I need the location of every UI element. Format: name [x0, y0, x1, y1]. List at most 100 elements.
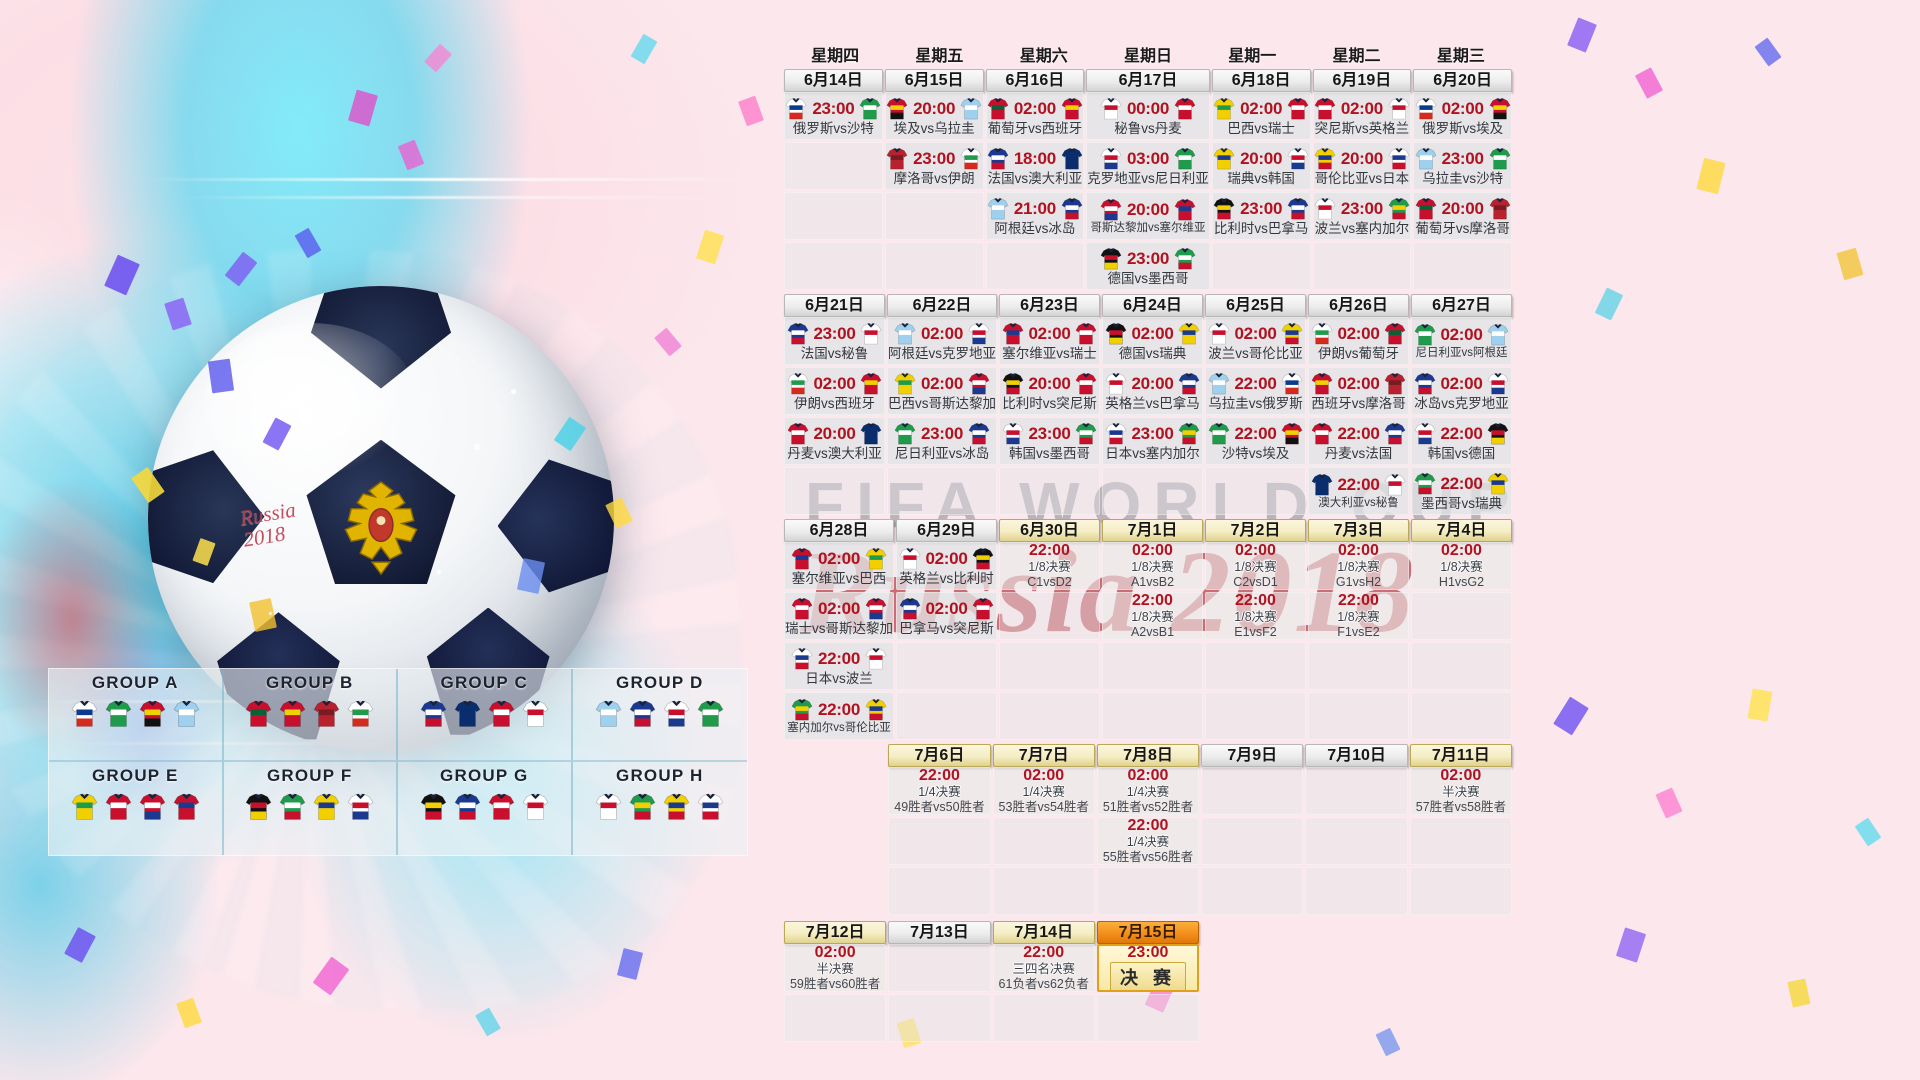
group-match-slot[interactable]: 23:00 德国vs墨西哥 — [1086, 242, 1210, 290]
calendar-day-column: 6月23日 02:00 塞尔维亚vs瑞士 20:0 — [999, 294, 1100, 517]
group-match-slot[interactable]: 20:00 埃及vs乌拉圭 — [884, 92, 984, 140]
date-header-6月27日[interactable]: 6月27日 — [1411, 294, 1512, 317]
knockout-match-slot[interactable]: 22:00 1/8决赛 C1vsD2 — [999, 542, 1100, 590]
group-match-slot[interactable]: 20:00 瑞典vs韩国 — [1211, 142, 1311, 190]
date-header-7月8日[interactable]: 7月8日 — [1096, 744, 1200, 767]
date-header-7月1日[interactable]: 7月1日 — [1102, 519, 1203, 542]
date-header-7月3日[interactable]: 7月3日 — [1308, 519, 1409, 542]
date-header-7月14日[interactable]: 7月14日 — [992, 921, 1095, 944]
knockout-match-slot[interactable]: 02:00 1/8决赛 H1vsG2 — [1411, 542, 1512, 590]
group-match-slot[interactable]: 20:00 哥伦比亚vs日本 — [1312, 142, 1412, 190]
knockout-match-slot[interactable]: 02:00 1/8决赛 A1vsB2 — [1102, 542, 1203, 590]
group-match-slot[interactable]: 23:00 法国vs秘鲁 — [784, 317, 885, 365]
group-match-slot[interactable]: 18:00 法国vs澳大利亚 — [985, 142, 1085, 190]
date-header-6月28日[interactable]: 6月28日 — [784, 519, 894, 542]
group-match-slot[interactable]: 02:00 伊朗vs西班牙 — [784, 367, 885, 415]
group-match-slot[interactable]: 02:00 波兰vs哥伦比亚 — [1205, 317, 1306, 365]
group-match-slot[interactable]: 22:00 乌拉圭vs俄罗斯 — [1205, 367, 1306, 415]
group-match-slot[interactable]: 23:00 尼日利亚vs冰岛 — [887, 417, 997, 465]
date-header-7月2日[interactable]: 7月2日 — [1205, 519, 1306, 542]
knockout-match-slot[interactable]: 02:00 1/4决赛 53胜者vs54胜者 — [992, 767, 1095, 815]
group-match-slot[interactable]: 02:00 阿根廷vs克罗地亚 — [887, 317, 997, 365]
group-title: GROUP H — [616, 766, 704, 785]
group-match-slot[interactable]: 02:00 突尼斯vs英格兰 — [1312, 92, 1412, 140]
group-match-slot[interactable]: 21:00 阿根廷vs冰岛 — [985, 192, 1085, 240]
group-match-slot[interactable]: 02:00 巴西vs瑞士 — [1211, 92, 1311, 140]
final-match-slot[interactable]: 23:00 决 赛 — [1096, 944, 1200, 992]
knockout-match-slot[interactable]: 22:00 1/8决赛 E1vsF2 — [1205, 592, 1306, 640]
group-match-slot[interactable]: 22:00 韩国vs德国 — [1411, 417, 1512, 465]
date-header-7月11日[interactable]: 7月11日 — [1409, 744, 1512, 767]
group-match-slot[interactable]: 22:00 澳大利亚vs秘鲁 — [1308, 467, 1409, 515]
group-match-slot[interactable]: 00:00 秘鲁vs丹麦 — [1086, 92, 1210, 140]
date-header-6月14日[interactable]: 6月14日 — [784, 69, 883, 92]
match-teams: 日本vs塞内加尔 — [1105, 446, 1200, 462]
knockout-match-slot[interactable]: 02:00 1/8决赛 C2vsD1 — [1205, 542, 1306, 590]
knockout-match-slot[interactable]: 02:00 1/8决赛 G1vsH2 — [1308, 542, 1409, 590]
date-header-6月16日[interactable]: 6月16日 — [985, 69, 1085, 92]
group-match-slot[interactable]: 02:00 西班牙vs摩洛哥 — [1308, 367, 1409, 415]
group-match-slot[interactable]: 02:00 葡萄牙vs西班牙 — [985, 92, 1085, 140]
group-match-slot[interactable]: 02:00 冰岛vs克罗地亚 — [1411, 367, 1512, 415]
group-match-slot[interactable]: 23:00 摩洛哥vs伊朗 — [884, 142, 984, 190]
group-match-slot[interactable]: 23:00 乌拉圭vs沙特 — [1413, 142, 1512, 190]
date-header-6月24日[interactable]: 6月24日 — [1102, 294, 1203, 317]
group-match-slot[interactable]: 03:00 克罗地亚vs尼日利亚 — [1086, 142, 1210, 190]
group-match-slot[interactable]: 22:00 墨西哥vs瑞典 — [1411, 467, 1512, 515]
group-match-slot[interactable]: 22:00 日本vs波兰 — [784, 642, 894, 690]
calendar-day-column: 6月21日 23:00 法国vs秘鲁 02:00 — [784, 294, 885, 517]
date-header-6月25日[interactable]: 6月25日 — [1205, 294, 1306, 317]
knockout-match-slot[interactable]: 22:00 1/4决赛 55胜者vs56胜者 — [1096, 817, 1200, 865]
group-match-slot[interactable]: 02:00 俄罗斯vs埃及 — [1413, 92, 1512, 140]
group-match-slot[interactable]: 02:00 塞尔维亚vs瑞士 — [999, 317, 1100, 365]
group-match-slot[interactable]: 23:00 俄罗斯vs沙特 — [784, 92, 883, 140]
group-match-slot[interactable]: 02:00 英格兰vs比利时 — [896, 542, 997, 590]
knockout-match-slot[interactable]: 02:00 1/4决赛 51胜者vs52胜者 — [1096, 767, 1200, 815]
date-header-6月21日[interactable]: 6月21日 — [784, 294, 885, 317]
group-match-slot[interactable]: 02:00 瑞士vs哥斯达黎加 — [784, 592, 894, 640]
group-match-slot[interactable]: 23:00 日本vs塞内加尔 — [1102, 417, 1203, 465]
knockout-match-slot[interactable]: 22:00 1/8决赛 F1vsE2 — [1308, 592, 1409, 640]
away-team-shirt-icon — [960, 148, 982, 170]
date-header-7月9日[interactable]: 7月9日 — [1201, 744, 1304, 767]
date-header-6月18日[interactable]: 6月18日 — [1211, 69, 1311, 92]
group-match-slot[interactable]: 23:00 韩国vs墨西哥 — [999, 417, 1100, 465]
date-header-7月13日[interactable]: 7月13日 — [888, 921, 991, 944]
group-match-slot[interactable]: 20:00 比利时vs突尼斯 — [999, 367, 1100, 415]
group-match-slot[interactable]: 02:00 伊朗vs葡萄牙 — [1308, 317, 1409, 365]
knockout-match-slot[interactable]: 22:00 三四名决赛 61负者vs62负者 — [992, 944, 1095, 992]
knockout-match-slot[interactable]: 22:00 1/8决赛 A2vsB1 — [1102, 592, 1203, 640]
knockout-match-slot[interactable]: 22:00 1/4决赛 49胜者vs50胜者 — [888, 767, 991, 815]
date-header-6月23日[interactable]: 6月23日 — [999, 294, 1100, 317]
group-match-slot[interactable]: 02:00 巴西vs哥斯达黎加 — [887, 367, 997, 415]
date-header-7月4日[interactable]: 7月4日 — [1411, 519, 1512, 542]
group-match-slot[interactable]: 02:00 尼日利亚vs阿根廷 — [1411, 317, 1512, 365]
group-match-slot[interactable]: 20:00 哥斯达黎加vs塞尔维亚 — [1086, 192, 1210, 240]
knockout-match-slot[interactable]: 02:00 半决赛 59胜者vs60胜者 — [784, 944, 887, 992]
group-match-slot[interactable]: 22:00 塞内加尔vs哥伦比亚 — [784, 692, 894, 740]
date-header-7月7日[interactable]: 7月7日 — [992, 744, 1095, 767]
group-match-slot[interactable]: 02:00 巴拿马vs突尼斯 — [896, 592, 997, 640]
group-match-slot[interactable]: 20:00 丹麦vs澳大利亚 — [784, 417, 885, 465]
group-match-slot[interactable]: 02:00 德国vs瑞典 — [1102, 317, 1203, 365]
group-match-slot[interactable]: 23:00 波兰vs塞内加尔 — [1312, 192, 1412, 240]
date-header-6月17日[interactable]: 6月17日 — [1086, 69, 1210, 92]
knockout-match-slot[interactable]: 02:00 半决赛 57胜者vs58胜者 — [1409, 767, 1512, 815]
date-header-7月15日[interactable]: 7月15日 — [1096, 921, 1200, 944]
date-header-6月30日[interactable]: 6月30日 — [999, 519, 1100, 542]
date-header-6月26日[interactable]: 6月26日 — [1308, 294, 1409, 317]
date-header-7月6日[interactable]: 7月6日 — [888, 744, 991, 767]
date-header-7月12日[interactable]: 7月12日 — [784, 921, 887, 944]
date-header-6月22日[interactable]: 6月22日 — [887, 294, 997, 317]
date-header-6月19日[interactable]: 6月19日 — [1312, 69, 1412, 92]
date-header-6月20日[interactable]: 6月20日 — [1413, 69, 1512, 92]
date-header-7月10日[interactable]: 7月10日 — [1305, 744, 1408, 767]
group-match-slot[interactable]: 23:00 比利时vs巴拿马 — [1211, 192, 1311, 240]
group-match-slot[interactable]: 20:00 英格兰vs巴拿马 — [1102, 367, 1203, 415]
date-header-6月29日[interactable]: 6月29日 — [896, 519, 997, 542]
group-match-slot[interactable]: 22:00 丹麦vs法国 — [1308, 417, 1409, 465]
date-header-6月15日[interactable]: 6月15日 — [884, 69, 984, 92]
group-match-slot[interactable]: 20:00 葡萄牙vs摩洛哥 — [1413, 192, 1512, 240]
group-match-slot[interactable]: 02:00 塞尔维亚vs巴西 — [784, 542, 894, 590]
group-match-slot[interactable]: 22:00 沙特vs埃及 — [1205, 417, 1306, 465]
